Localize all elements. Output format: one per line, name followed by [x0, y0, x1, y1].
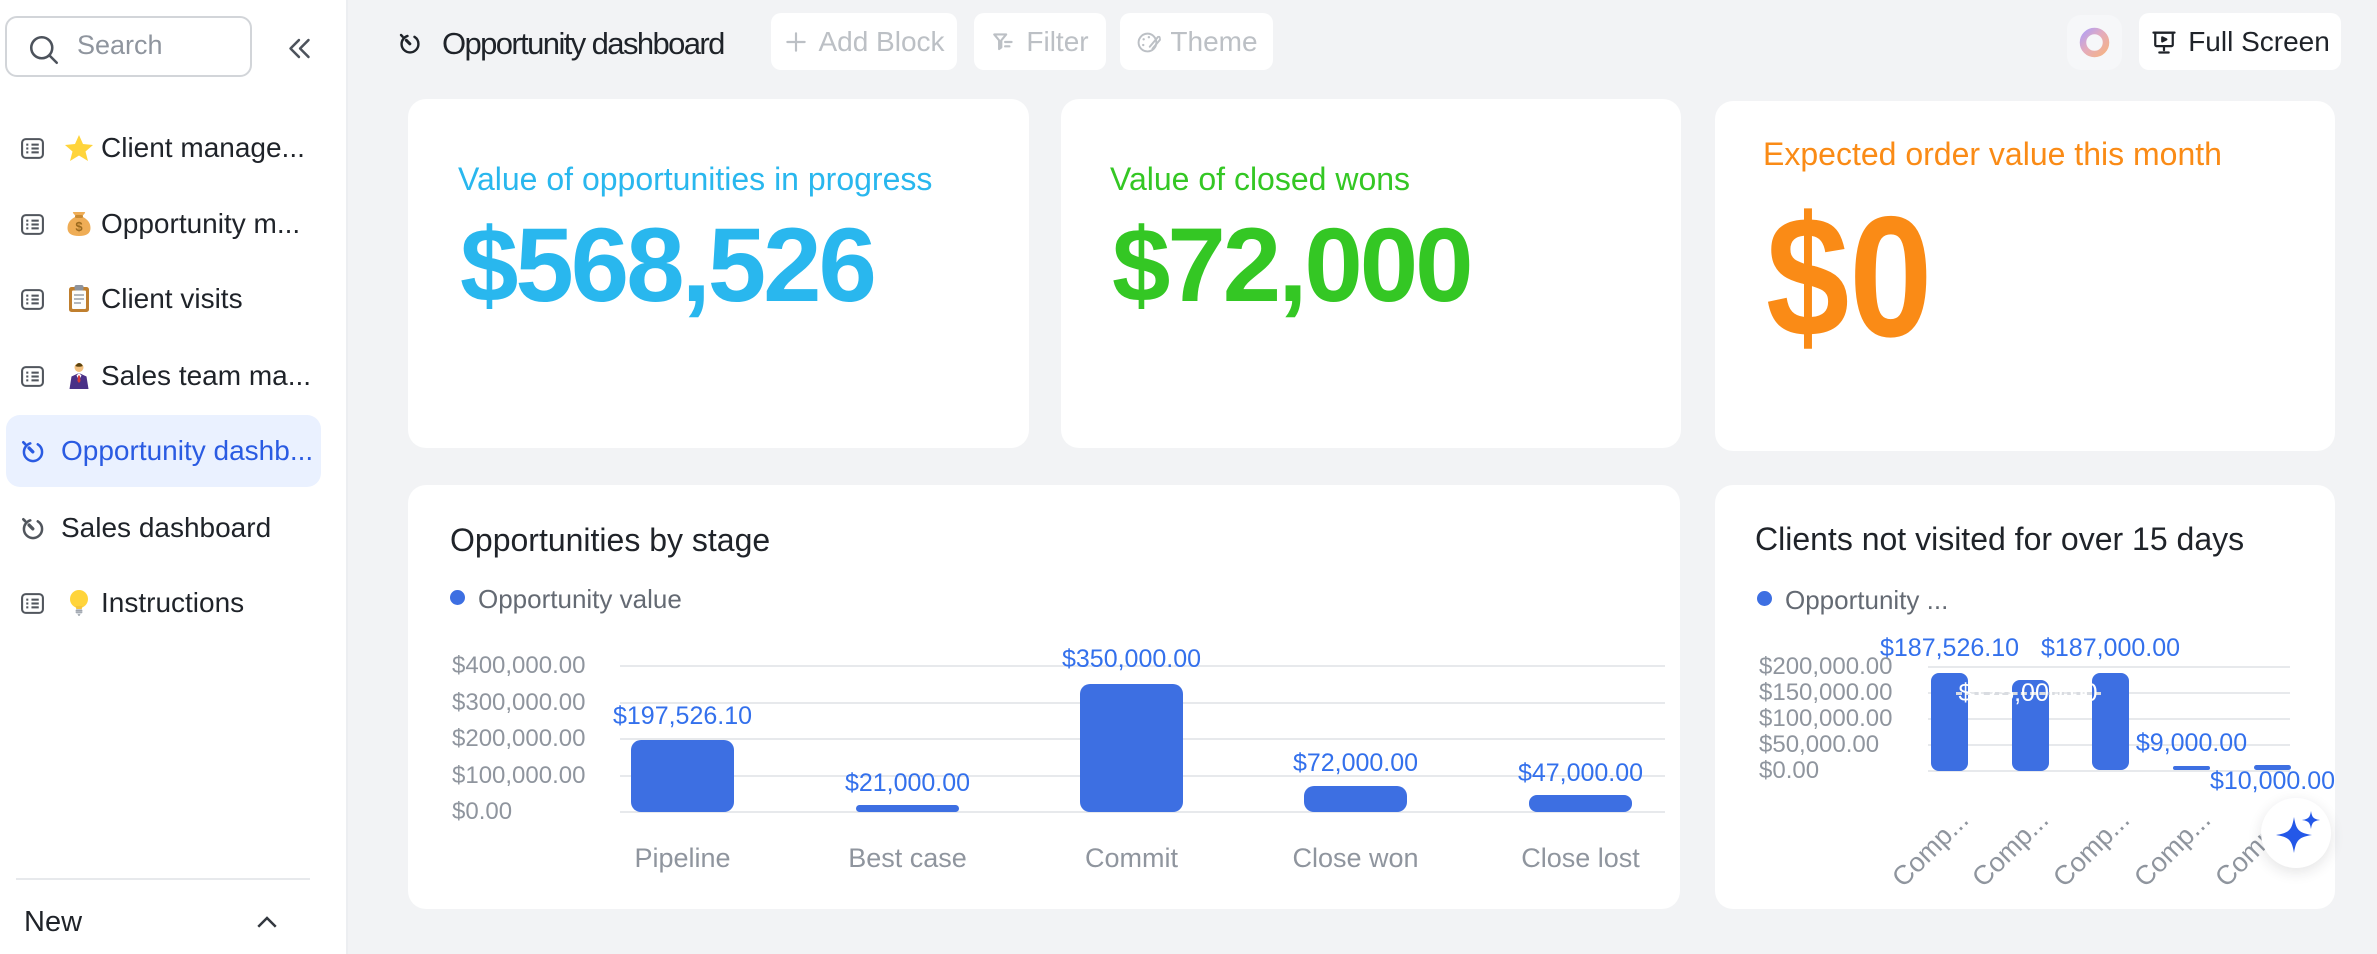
svg-text:$: $	[75, 219, 83, 234]
